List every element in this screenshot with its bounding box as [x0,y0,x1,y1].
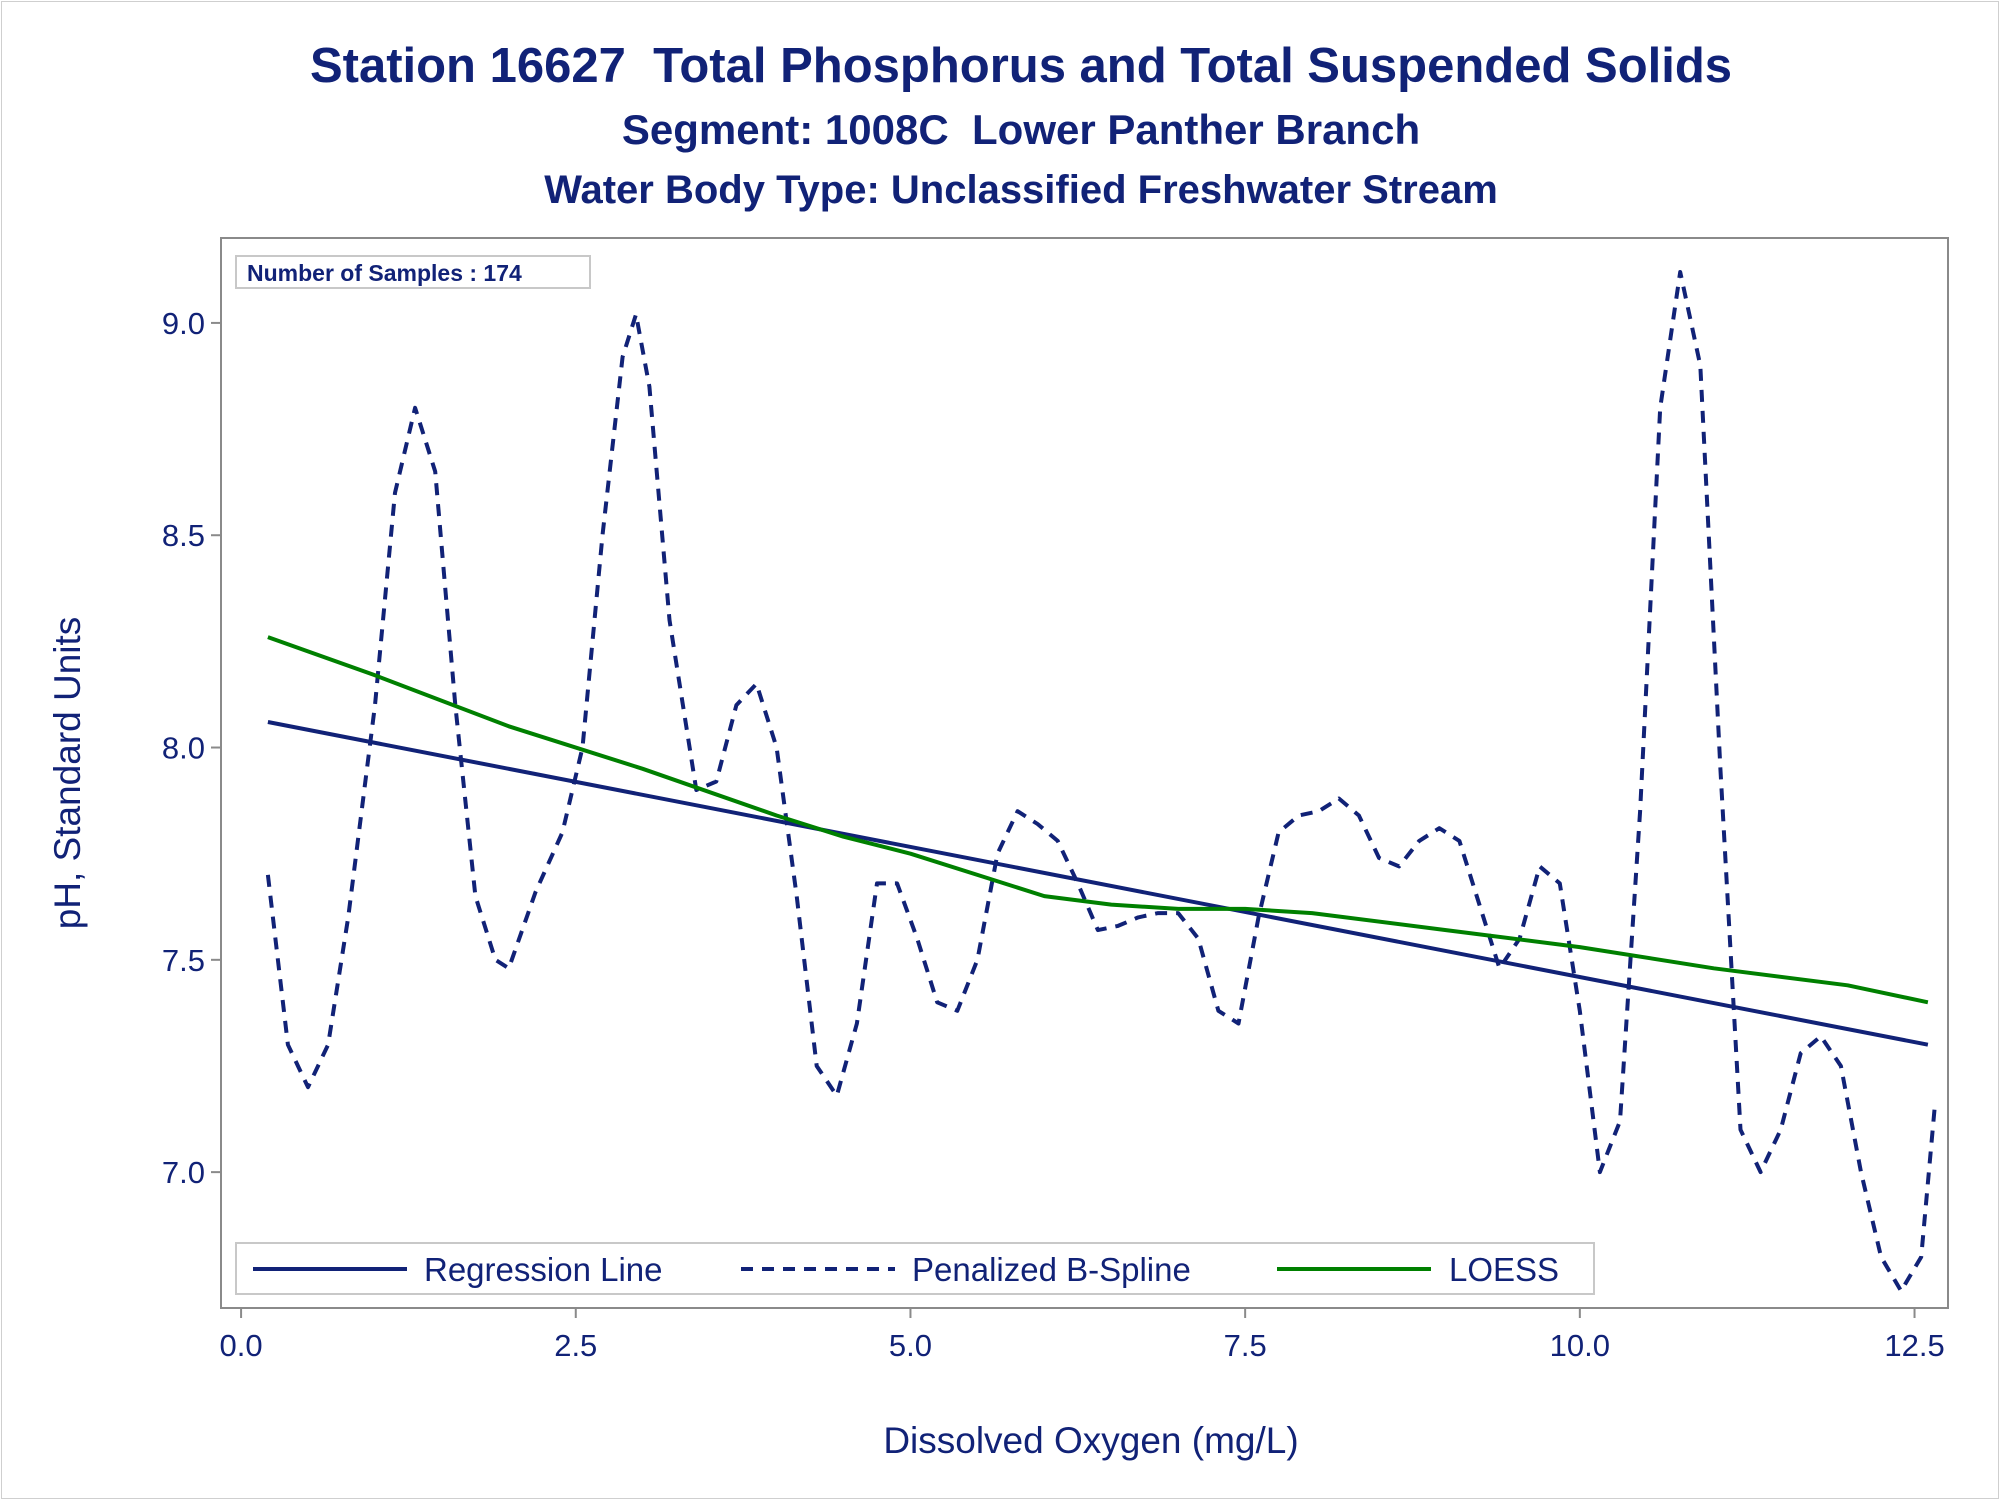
sample-count-inset: Number of Samples : 174 [235,255,591,289]
x-axis-label: Dissolved Oxygen (mg/L) [883,1420,1298,1461]
x-tick-label: 7.5 [1224,1328,1267,1363]
y-axis-label: pH, Standard Units [47,617,88,930]
sample-count-box [235,255,591,289]
y-tick-label: 7.5 [162,943,205,978]
chart-subtitle-2: Water Body Type: Unclassified Freshwater… [544,168,1498,212]
legend-label-loess: LOESS [1449,1251,1559,1288]
x-tick-label: 5.0 [889,1328,932,1363]
x-tick-label: 12.5 [1884,1328,1944,1363]
plot-area [220,237,1949,1309]
x-tick-label: 0.0 [220,1328,263,1363]
sample-count-text: Number of Samples : 174 [247,260,522,286]
y-tick-label: 7.0 [162,1155,205,1190]
chart-subtitle: Segment: 1008C Lower Panther Branch [621,106,1421,153]
y-tick-label: 8.5 [162,518,205,553]
legend-label-spline: Penalized B-Spline [912,1251,1191,1288]
loess-line [267,635,1929,1005]
series-layer [265,270,1937,1293]
x-tick-label: 2.5 [554,1328,597,1363]
chart-title: Station 16627 Total Phosphorus and Total… [309,39,1733,93]
y-axis: 7.0 7.5 8.0 8.5 9.0 [162,306,221,1190]
penalized-bspline-line [265,270,1937,1293]
legend: Regression Line Penalized B-Spline LOESS [235,1242,1595,1295]
y-tick-label: 9.0 [162,306,205,341]
x-tick-label: 10.0 [1550,1328,1610,1363]
y-tick-label: 8.0 [162,731,205,766]
legend-label-regression: Regression Line [424,1251,662,1288]
regression-line [267,720,1929,1047]
x-axis: 0.0 2.5 5.0 7.5 10.0 12.5 [220,1308,1945,1363]
